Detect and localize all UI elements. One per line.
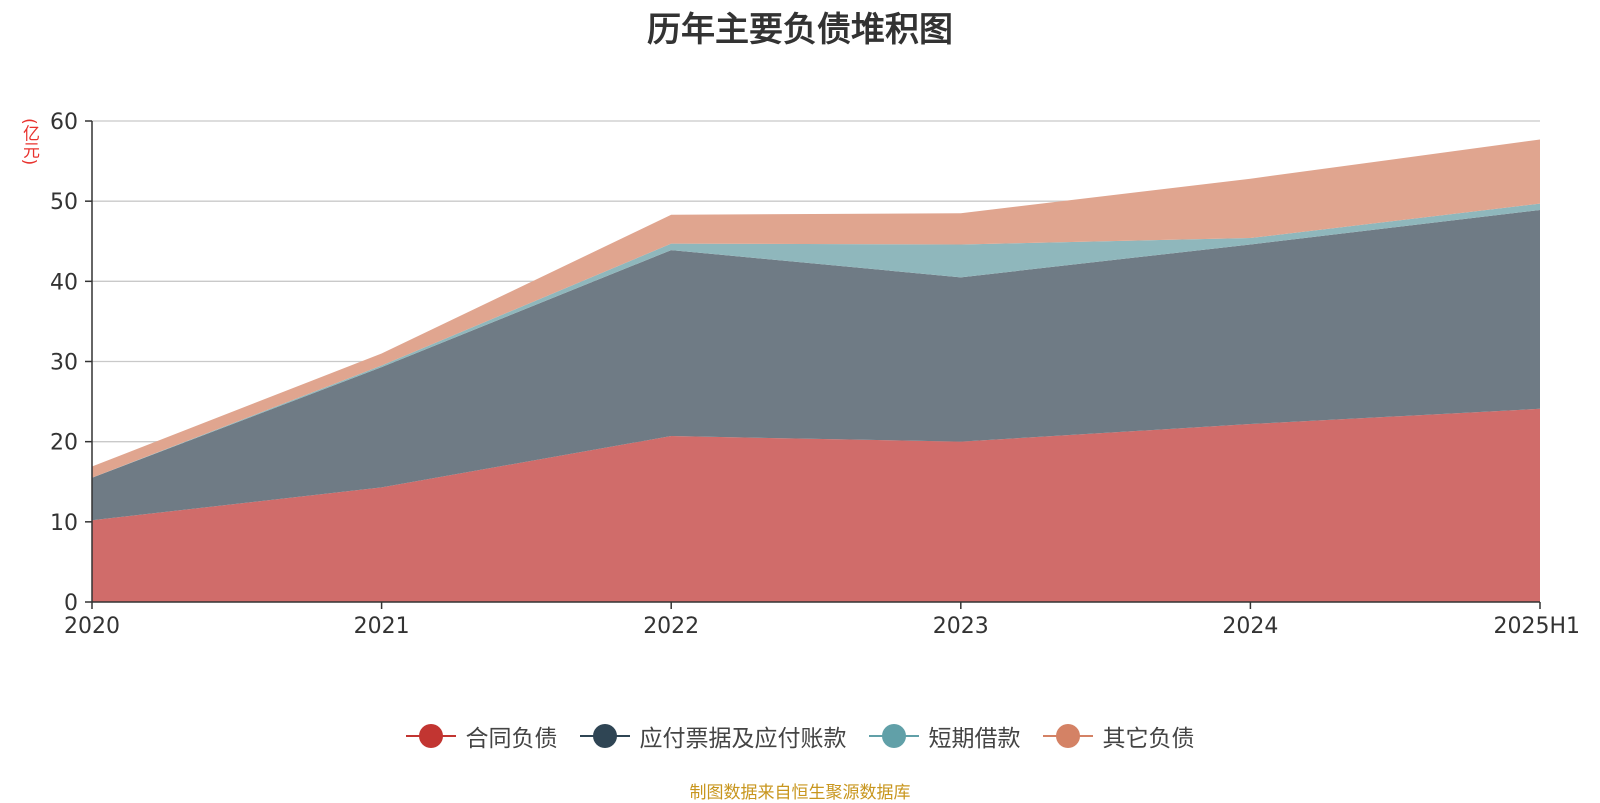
axis-layer: 0 10 20 30 40 50 60 2020 2021 2022 2023 2024 2025H1 <box>50 110 1580 639</box>
legend-label-2: 短期借款 <box>928 726 1021 752</box>
source-note: 制图数据来自恒生聚源数据库 <box>689 783 911 803</box>
legend-label-3: 其它负债 <box>1102 726 1195 752</box>
area-layer <box>92 139 1540 602</box>
legend-item-0[interactable]: 合同负债 <box>405 719 558 753</box>
y-tick-label-6: 60 <box>50 110 78 135</box>
legend-marker-icon <box>1042 724 1093 748</box>
series-area-3[interactable] <box>92 139 1540 478</box>
y-tick-label-0: 0 <box>64 591 78 616</box>
legend-label-1: 应付票据及应付账款 <box>639 726 847 752</box>
legend-marker-icon <box>868 724 919 748</box>
series-area-2[interactable] <box>92 203 1540 478</box>
x-tick-label-2: 2022 <box>643 614 699 639</box>
x-tick-label-0: 2020 <box>64 614 120 639</box>
legend-item-2[interactable]: 短期借款 <box>868 719 1021 753</box>
legend-marker-icon <box>579 724 630 748</box>
legend-label-0: 合同负债 <box>465 726 558 752</box>
y-tick-label-1: 10 <box>50 511 78 536</box>
y-tick-label-4: 40 <box>50 270 78 295</box>
legend-item-1[interactable]: 应付票据及应付账款 <box>579 719 847 753</box>
legend: 合同负债 应付票据及应付账款 短期借款 其它负债 <box>0 716 1600 756</box>
y-tick-label-2: 20 <box>50 431 78 456</box>
x-tick-label-4: 2024 <box>1222 614 1278 639</box>
legend-item-3[interactable]: 其它负债 <box>1042 719 1195 753</box>
chart-title: 历年主要负债堆积图 <box>647 10 953 50</box>
y-tick-label-5: 50 <box>50 190 78 215</box>
x-tick-label-3: 2023 <box>933 614 989 639</box>
series-area-1[interactable] <box>92 209 1540 521</box>
x-tick-label-5: 2025H1 <box>1493 614 1580 639</box>
legend-marker-icon <box>405 724 456 748</box>
x-tick-label-1: 2021 <box>354 614 410 639</box>
y-axis-unit-label: (亿元) <box>19 118 39 166</box>
series-area-0[interactable] <box>92 408 1540 602</box>
y-tick-label-3: 30 <box>50 351 78 376</box>
